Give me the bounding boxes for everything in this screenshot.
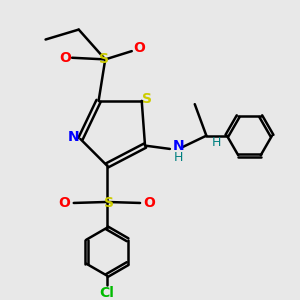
Text: Cl: Cl — [100, 286, 114, 300]
Text: H: H — [212, 136, 221, 149]
Text: H: H — [173, 151, 183, 164]
Text: O: O — [143, 196, 155, 210]
Text: S: S — [99, 52, 109, 66]
Text: O: O — [58, 196, 70, 210]
Text: N: N — [172, 139, 184, 153]
Text: N: N — [67, 130, 79, 144]
Text: S: S — [103, 196, 114, 210]
Text: S: S — [142, 92, 152, 106]
Text: O: O — [133, 41, 145, 55]
Text: O: O — [59, 51, 71, 65]
